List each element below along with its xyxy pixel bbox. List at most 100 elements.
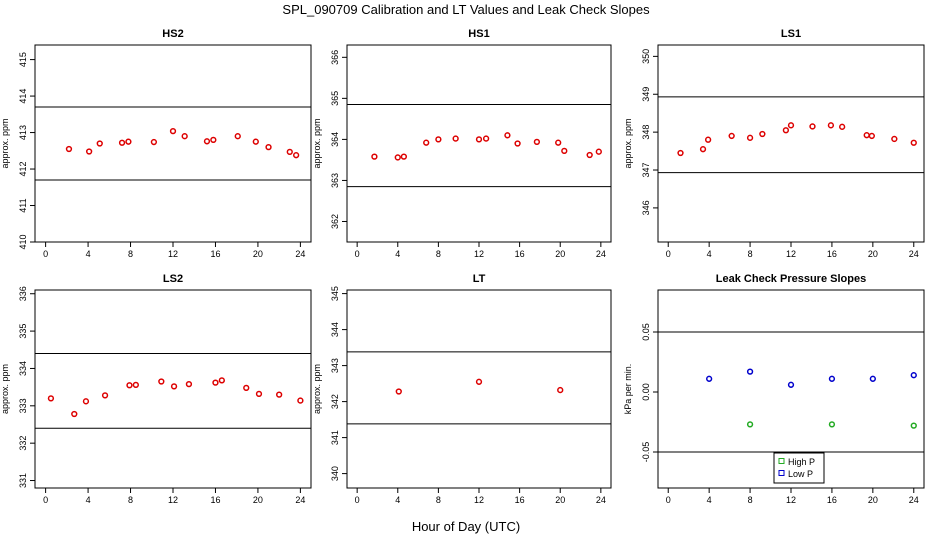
- panel-hs1-y-tick-label-0: 362: [330, 214, 340, 229]
- panel-hs2-x-tick-label-12: 12: [168, 249, 178, 259]
- panel-leak-check-pressure-slopes-legend-label-low-p: Low P: [788, 469, 813, 479]
- panel-lt-y-tick-label-0: 340: [330, 466, 340, 481]
- panel-ls2-series-0-point: [243, 384, 250, 392]
- panel-leak-check-pressure-slopes-y-axis-label: kPa per min.: [623, 364, 633, 415]
- panel-ls2-series-0-point: [71, 410, 78, 418]
- panel-lt-title: LT: [473, 273, 486, 285]
- panel-hs2-y-tick-label-0: 410: [18, 234, 28, 249]
- panel-leak-check-pressure-slopes-x-tick-label-20: 20: [868, 495, 878, 505]
- panel-hs2-x-tick-label-24: 24: [295, 249, 305, 259]
- panel-hs2-series-0-point: [286, 148, 293, 156]
- panel-hs1-x-tick-label-8: 8: [436, 249, 441, 259]
- panel-lt-y-tick-label-3: 343: [330, 358, 340, 373]
- panel-leak-check-pressure-slopes-y-tick-label-0: -0.05: [641, 442, 651, 463]
- panel-lt-y-tick-label-4: 344: [330, 322, 340, 337]
- panel-lt-x-tick-label-4: 4: [395, 495, 400, 505]
- panel-hs2-x-tick-label-16: 16: [210, 249, 220, 259]
- panel-ls1-series-0-point: [839, 123, 846, 130]
- panel-ls1: LS1 approx. ppm 0 4 8 12 16 20 24 346 347 348 349 350: [623, 28, 925, 259]
- panel-ls2-series-0-point: [132, 381, 139, 389]
- panel-lt-series-0-point: [475, 378, 483, 385]
- panel-hs2-series-0-point: [234, 133, 241, 140]
- panel-hs1-series-0-point: [423, 139, 430, 146]
- panel-hs2-series-0-point: [292, 152, 300, 159]
- panel-hs2-series-0-point: [150, 138, 158, 146]
- panel-ls1-series-0-point: [746, 134, 754, 141]
- panel-ls1-series-0-point: [809, 123, 816, 130]
- panel-ls1-x-tick-label-8: 8: [748, 249, 753, 259]
- panel-leak-check-pressure-slopes-legend: High P Low P: [773, 452, 825, 484]
- panel-ls1-series-0-point: [677, 149, 684, 157]
- panel-ls2-y-tick-label-4: 335: [18, 324, 28, 339]
- panel-leak-check-pressure-slopes-legend-label-high-p: High P: [788, 457, 815, 467]
- panel-ls1-series-0-point: [728, 132, 735, 140]
- panel-hs2-series-0-point: [252, 138, 259, 145]
- panel-ls2-series-0-point: [170, 383, 178, 390]
- panel-hs1-series-0-point: [452, 135, 459, 142]
- panel-hs2-title: HS2: [162, 28, 183, 40]
- panel-lt-y-tick-label-1: 341: [330, 430, 340, 445]
- panel-hs1-series-0-point: [533, 138, 541, 146]
- panel-hs1-series-0-point: [435, 136, 442, 143]
- panel-hs2-series-0-point: [65, 145, 73, 153]
- panel-ls2-x-tick-label-12: 12: [168, 495, 178, 505]
- panel-hs1-y-tick-label-1: 363: [330, 173, 340, 188]
- panel-ls1-y-tick-label-4: 350: [641, 49, 651, 64]
- panel-lt-x-tick-label-20: 20: [555, 495, 565, 505]
- panel-ls1-y-tick-label-1: 347: [641, 163, 651, 178]
- panel-ls1-series-0-point: [910, 139, 917, 146]
- panel-leak-check-pressure-slopes-x-tick-label-4: 4: [707, 495, 712, 505]
- panel-ls2-series-0-point: [82, 398, 90, 405]
- panel-hs2-series-0-point: [265, 143, 272, 151]
- panel-lt-frame: [346, 289, 612, 489]
- panel-lt-series-0-point: [557, 386, 564, 394]
- panel-ls2-x-tick-label-20: 20: [253, 495, 263, 505]
- panel-hs1-x-tick-label-4: 4: [395, 249, 400, 259]
- panel-lt-x-tick-label-12: 12: [474, 495, 484, 505]
- panel-ls1-x-tick-label-12: 12: [786, 249, 796, 259]
- panel-hs1-series-0-point: [561, 147, 568, 155]
- panel-hs1-series-0-point: [400, 153, 408, 160]
- panel-hs2-series-0-point: [125, 138, 132, 145]
- panel-hs2-series-0-point: [169, 127, 177, 135]
- panel-lt-y-axis-label: approx. ppm: [312, 364, 322, 414]
- panel-ls1-x-tick-label-0: 0: [666, 249, 671, 259]
- panel-leak-check-pressure-slopes-low-p-point: [706, 375, 713, 382]
- panel-ls1-y-axis-label: approx. ppm: [623, 118, 633, 168]
- panel-ls2-y-tick-label-2: 333: [18, 398, 28, 413]
- panel-leak-check-pressure-slopes-low-p-point: [910, 372, 917, 379]
- panel-hs1-series-0-point: [586, 151, 593, 159]
- panel-ls1-x-tick-label-24: 24: [909, 249, 919, 259]
- panel-hs1-y-tick-label-3: 365: [330, 91, 340, 106]
- panel-leak-check-pressure-slopes-low-p-point: [869, 375, 876, 382]
- panel-leak-check-pressure-slopes-y-tick-label-1: 0.00: [641, 383, 651, 401]
- panel-hs1-series-0-point: [595, 148, 602, 155]
- panel-hs2-y-axis-label: approx. ppm: [0, 118, 10, 168]
- panel-lt-x-tick-label-8: 8: [436, 495, 441, 505]
- panel-ls2-x-tick-label-8: 8: [128, 495, 133, 505]
- panel-ls1-y-tick-label-0: 346: [641, 200, 651, 215]
- panel-ls1-series-0-point: [787, 122, 795, 129]
- panel-hs2-series-0-point: [203, 138, 211, 145]
- panel-leak-check-pressure-slopes-legend-swatch-high-p: [778, 458, 785, 464]
- panel-hs2-y-tick-label-5: 415: [18, 52, 28, 67]
- panel-ls2-series-0-point: [126, 382, 133, 389]
- panel-leak-check-pressure-slopes-high-p-point: [828, 421, 836, 428]
- panel-lt-y-tick-label-2: 342: [330, 394, 340, 409]
- panel-hs1-series-0-point: [394, 154, 401, 161]
- panel-ls1-series-0-point: [704, 136, 712, 143]
- panel-hs1-series-0-point: [482, 135, 490, 142]
- panel-hs1-series-0-point: [475, 136, 483, 143]
- panel-hs1: HS1 approx. ppm 0 4 8 12 16 20 24 362 363 364 365 366: [312, 28, 612, 259]
- panel-ls1-y-tick-label-2: 348: [641, 125, 651, 140]
- panel-leak-check-pressure-slopes-x-tick-label-16: 16: [827, 495, 837, 505]
- panel-ls1-x-tick-label-16: 16: [827, 249, 837, 259]
- figure-x-axis-label: Hour of Day (UTC): [412, 519, 520, 534]
- panel-ls2-y-tick-label-0: 331: [18, 473, 28, 488]
- panel-ls2-x-tick-label-4: 4: [86, 495, 91, 505]
- panel-hs2-x-tick-label-8: 8: [128, 249, 133, 259]
- panel-hs1-x-tick-label-16: 16: [515, 249, 525, 259]
- panel-hs1-x-tick-label-24: 24: [596, 249, 606, 259]
- panel-hs1-series-0-point: [371, 153, 378, 160]
